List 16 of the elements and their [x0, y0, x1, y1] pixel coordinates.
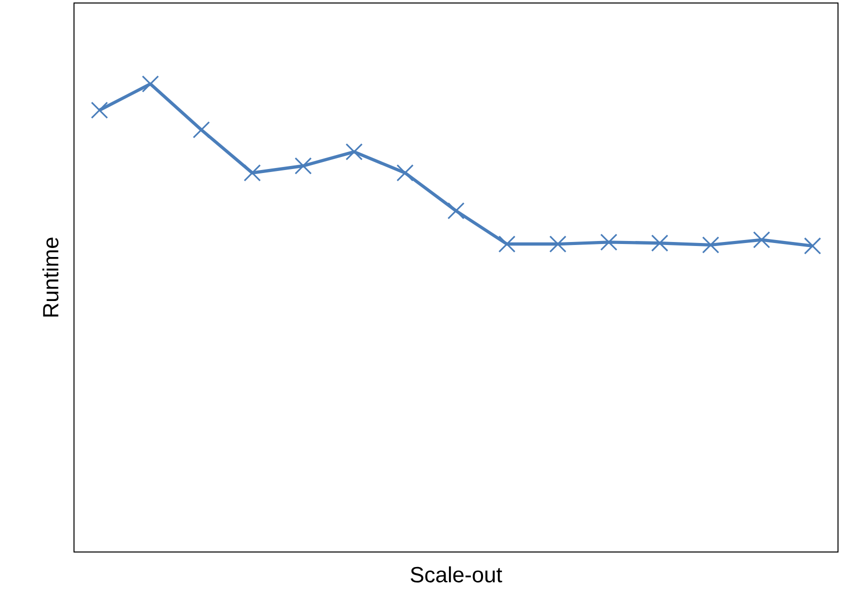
point: [346, 143, 363, 160]
point: [498, 235, 516, 253]
point: [753, 231, 770, 248]
point: [651, 234, 668, 252]
point: [447, 202, 465, 220]
y-axis-title: Runtime: [42, 238, 58, 317]
point: [600, 234, 618, 251]
x-axis-title: Scale-out: [410, 566, 502, 582]
point: [396, 164, 414, 182]
point: [549, 235, 566, 253]
point: [142, 75, 159, 93]
point: [90, 102, 108, 119]
point: [244, 164, 261, 182]
point: [702, 236, 720, 254]
point: [804, 237, 822, 254]
point: [294, 157, 312, 174]
